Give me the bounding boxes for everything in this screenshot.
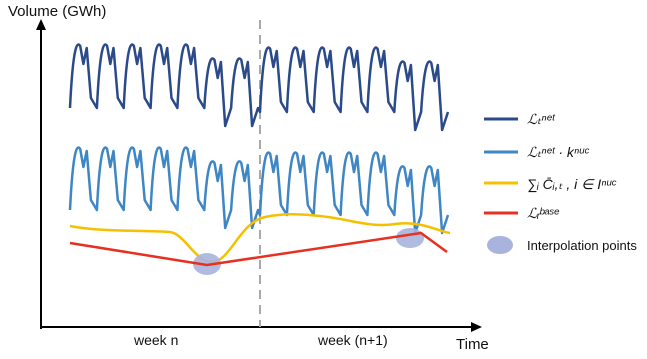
legend: ℒₜⁿᵉᵗ ℒₜⁿᵉᵗ · kⁿᵘᶜ ∑ᵢ C̄ᵢ,ₜ , i ∈ Iⁿᵘᶜ ℒ… (484, 111, 637, 254)
legend-label-interp: Interpolation points (527, 238, 637, 253)
week-label-right: week (n+1) (317, 332, 388, 348)
legend-item-interp: Interpolation points (487, 236, 637, 254)
legend-item-sum: ∑ᵢ C̄ᵢ,ₜ , i ∈ Iⁿᵘᶜ (484, 176, 617, 193)
x-axis-arrow (471, 322, 482, 332)
x-axis-label: Time (456, 336, 489, 353)
interpolation-point-2 (396, 228, 424, 248)
legend-swatch-interp (487, 236, 513, 254)
legend-label-net: ℒₜⁿᵉᵗ (527, 111, 556, 127)
legend-label-sum: ∑ᵢ C̄ᵢ,ₜ , i ∈ Iⁿᵘᶜ (527, 176, 617, 193)
legend-item-net-nuc: ℒₜⁿᵉᵗ · kⁿᵘᶜ (484, 144, 590, 160)
legend-item-net: ℒₜⁿᵉᵗ (484, 111, 556, 127)
legend-item-base: ℒᵣᵇᵃˢᵉ (484, 205, 560, 221)
legend-label-net-nuc: ℒₜⁿᵉᵗ · kⁿᵘᶜ (527, 144, 590, 160)
y-axis-label: Volume (GWh) (8, 3, 106, 20)
base-load-curve (70, 233, 447, 265)
week-label-left: week n (133, 332, 178, 348)
y-axis-arrow (36, 19, 46, 30)
legend-label-base: ℒᵣᵇᵃˢᵉ (527, 205, 560, 221)
